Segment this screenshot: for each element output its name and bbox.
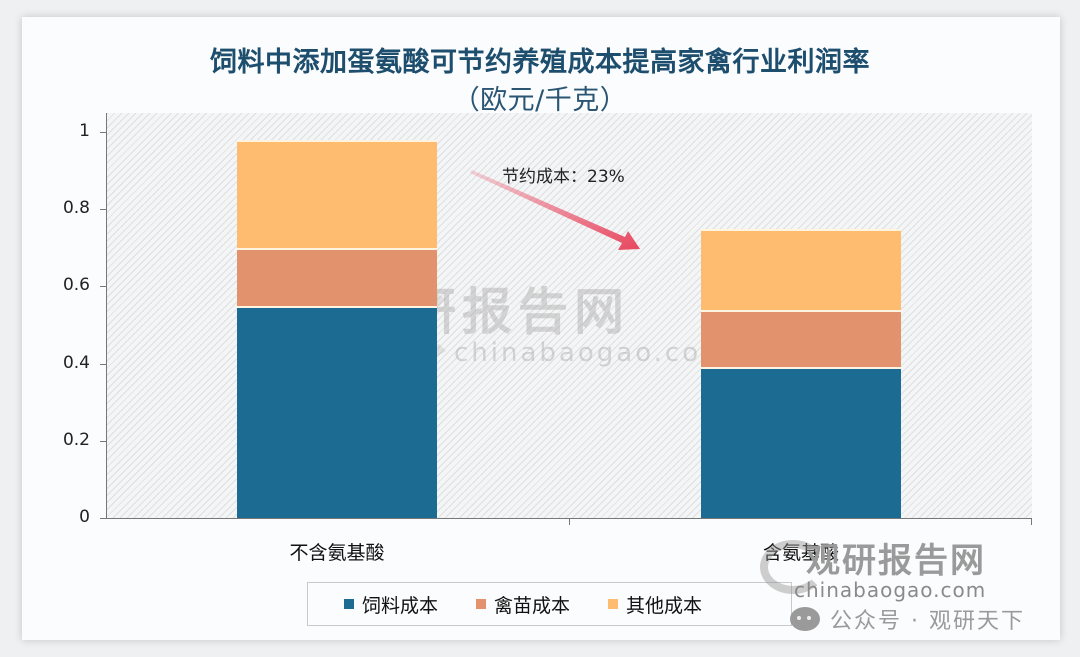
watermark-corner-en: chinabaogao.com xyxy=(794,578,987,602)
x-tick xyxy=(1031,518,1032,525)
savings-annotation: 节约成本：23% xyxy=(502,167,625,187)
bar-segment[interactable] xyxy=(237,247,437,306)
y-tick xyxy=(100,518,107,519)
watermark-corner: 观研报告网 chinabaogao.com xyxy=(794,533,986,602)
bar-segment[interactable] xyxy=(701,367,901,518)
x-tick xyxy=(569,518,570,525)
legend-swatch xyxy=(344,599,354,609)
bar-segment[interactable] xyxy=(701,228,901,310)
watermark-corner-logo-icon xyxy=(760,540,826,594)
savings-arrow-icon xyxy=(470,170,640,250)
y-tick xyxy=(100,363,107,365)
legend-item-feed-cost[interactable]: 饲料成本 xyxy=(344,591,438,618)
wechat-watermark: 公众号 · 观研天下 xyxy=(790,603,1025,635)
y-tick-label: 1 xyxy=(79,121,90,141)
legend-label: 饲料成本 xyxy=(362,594,439,617)
chart-title: 饲料中添加蛋氨酸可节约养殖成本提高家禽行业利润率 xyxy=(210,47,870,78)
y-tick xyxy=(100,286,107,288)
y-tick xyxy=(100,440,107,442)
bar-segment[interactable] xyxy=(237,305,437,518)
bar-segment[interactable] xyxy=(237,139,437,248)
legend-swatch xyxy=(476,599,487,609)
y-tick-label: 0.6 xyxy=(62,275,90,296)
legend-item-other-cost[interactable]: 其他成本 xyxy=(608,591,702,618)
legend: 饲料成本 禽苗成本 其他成本 xyxy=(307,582,792,626)
wechat-icon xyxy=(790,607,820,631)
watermark-center-en: chinabaogao.com xyxy=(454,338,730,368)
y-tick-label: 0.4 xyxy=(62,352,90,373)
wechat-text: 公众号 · 观研天下 xyxy=(830,609,1025,634)
legend-label: 其他成本 xyxy=(626,594,703,617)
y-axis xyxy=(106,113,107,519)
bar-segment[interactable] xyxy=(701,309,901,368)
watermark-corner-cn: 观研报告网 xyxy=(806,541,986,581)
y-tick xyxy=(100,132,107,133)
y-tick-label: 0 xyxy=(79,507,90,527)
x-axis xyxy=(100,518,1032,519)
y-tick-label: 0.2 xyxy=(62,429,90,450)
y-tick-label: 0.8 xyxy=(62,198,90,219)
chart-subtitle: （欧元/千克） xyxy=(452,85,628,116)
legend-label: 禽苗成本 xyxy=(494,594,571,617)
y-tick xyxy=(100,209,107,211)
legend-item-chick-cost[interactable]: 禽苗成本 xyxy=(476,591,570,618)
legend-swatch xyxy=(608,599,619,609)
x-label-category-0: 不含氨基酸 xyxy=(289,542,385,564)
